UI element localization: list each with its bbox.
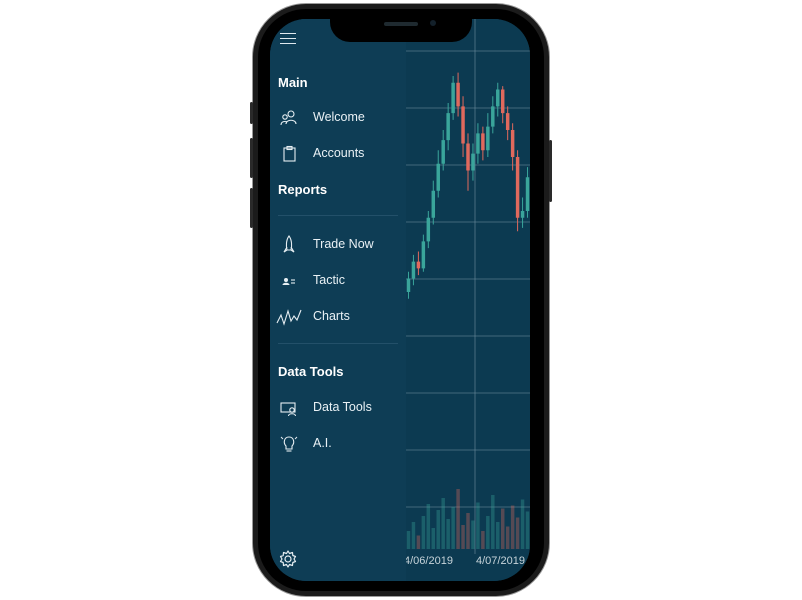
volume-bar <box>496 522 500 549</box>
section-divider <box>278 215 398 216</box>
chart-canvas <box>406 19 530 554</box>
hamburger-icon[interactable] <box>280 33 296 45</box>
section-divider <box>278 343 398 344</box>
volume-bar <box>451 507 455 549</box>
volume-bar <box>441 498 445 549</box>
volume-bar <box>491 495 495 549</box>
candle-body <box>471 153 475 171</box>
lightbulb-icon <box>280 436 298 452</box>
nav-item-label: A.I. <box>313 436 332 450</box>
candle-body <box>456 82 460 107</box>
people-icon <box>280 110 297 126</box>
phone-speaker <box>384 22 418 26</box>
nav-item-tactic[interactable]: Tactic <box>270 267 406 295</box>
clipboard-icon <box>283 145 296 162</box>
volume-bar <box>471 520 475 549</box>
section-header-main: Main <box>278 75 308 90</box>
volume-bar <box>476 502 480 549</box>
section-header-reports: Reports <box>278 182 328 197</box>
candle-body <box>406 278 411 292</box>
volume-bar <box>505 526 510 549</box>
nav-item-trade-now[interactable]: Trade Now <box>270 231 406 259</box>
volume-bar <box>461 525 465 549</box>
x-tick-label: 4/06/2019 <box>404 555 453 567</box>
candle-body <box>416 261 421 269</box>
volume-bar <box>431 528 436 549</box>
candle-body <box>476 133 480 154</box>
contact-card-icon <box>282 278 295 285</box>
gear-icon[interactable] <box>278 549 298 569</box>
candle-body <box>441 140 445 164</box>
candle-body <box>505 113 510 130</box>
candle-body <box>446 113 450 141</box>
candle-body <box>421 241 426 269</box>
candle-body <box>411 261 416 279</box>
candle-body <box>510 130 515 157</box>
candle-body <box>461 106 465 144</box>
volume-bar <box>525 511 530 549</box>
nav-item-charts[interactable]: Charts <box>270 303 406 331</box>
volume-bar <box>406 531 411 549</box>
nav-item-label: Tactic <box>313 273 345 287</box>
monitor-user-icon <box>280 402 297 417</box>
phone-power-button <box>549 140 552 202</box>
candle-body <box>436 163 440 191</box>
candle-body <box>520 211 525 218</box>
rocket-icon <box>283 235 295 253</box>
candle-body <box>496 89 500 107</box>
candlestick-chart[interactable]: 4/06/2019 4/07/2019 <box>404 19 530 581</box>
phone-volume-down-button <box>250 188 253 228</box>
nav-item-accounts[interactable]: Accounts <box>270 140 406 168</box>
section-header-data-tools: Data Tools <box>278 364 344 379</box>
phone-volume-up-button <box>250 138 253 178</box>
navigation-drawer: Main Welcome Accounts Reports <box>270 19 406 581</box>
candle-body <box>481 133 485 151</box>
candle-body <box>431 190 436 218</box>
volume-bar <box>520 499 525 549</box>
nav-item-label: Accounts <box>313 146 365 160</box>
app-screen: 4/06/2019 4/07/2019 Main Welcome Account… <box>270 19 530 581</box>
x-tick-label: 4/07/2019 <box>476 555 525 567</box>
line-chart-icon <box>276 309 302 326</box>
volume-bar <box>411 522 416 549</box>
phone-camera <box>430 20 436 26</box>
candle-body <box>515 157 520 218</box>
candle-body <box>486 126 490 151</box>
volume-bar <box>436 510 440 549</box>
volume-bar <box>500 508 505 549</box>
phone-side-button <box>250 102 253 124</box>
candle-body <box>500 89 505 114</box>
volume-bar <box>426 504 431 549</box>
nav-item-ai[interactable]: A.I. <box>270 430 406 458</box>
candle-body <box>466 143 470 171</box>
candle-body <box>451 82 455 114</box>
volume-bar <box>446 519 450 549</box>
volume-bar <box>486 516 490 549</box>
volume-bar <box>421 516 426 549</box>
candle-body <box>426 217 431 242</box>
candle-body <box>525 177 530 211</box>
volume-bar <box>466 513 470 549</box>
nav-item-label: Charts <box>313 309 350 323</box>
volume-bar <box>481 531 485 549</box>
nav-item-label: Trade Now <box>313 237 374 251</box>
volume-bar <box>515 517 520 549</box>
phone-notch <box>330 15 472 42</box>
volume-bar <box>416 535 421 549</box>
volume-bar <box>510 505 515 549</box>
volume-bar <box>456 489 460 549</box>
nav-item-data-tools[interactable]: Data Tools <box>270 394 406 422</box>
nav-item-label: Welcome <box>313 110 365 124</box>
candle-body <box>491 106 495 127</box>
nav-item-label: Data Tools <box>313 400 372 414</box>
nav-item-welcome[interactable]: Welcome <box>270 104 406 132</box>
